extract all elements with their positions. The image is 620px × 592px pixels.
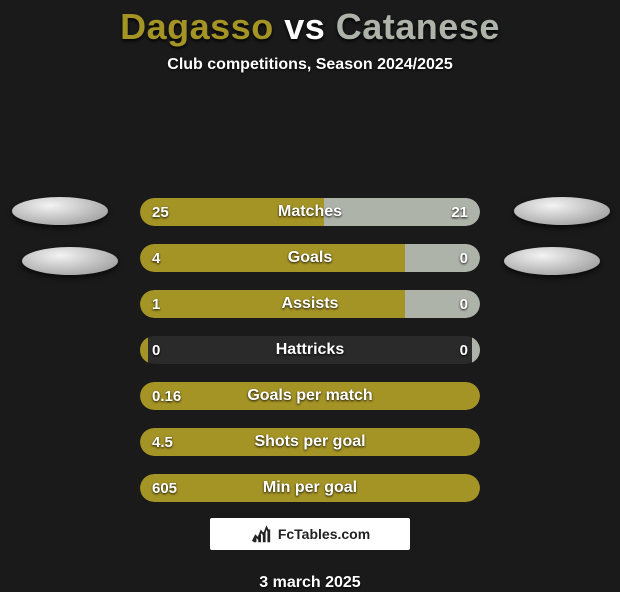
stat-value-left: 1 <box>152 290 160 318</box>
stat-row: Assists1 0 <box>140 290 480 318</box>
stat-rows: Matches2521Goals40Assists10Hattricks00Go… <box>140 198 480 502</box>
stat-value-left: 4 <box>152 244 160 272</box>
subtitle: Club competitions, Season 2024/2025 <box>167 56 452 74</box>
source-badge-text: FcTables.com <box>278 526 370 542</box>
stat-value-left: 4.5 <box>152 428 173 456</box>
stat-label: Goals per match <box>140 382 480 410</box>
stat-row: Hattricks0 0 <box>140 336 480 364</box>
stat-value-left: 0.16 <box>152 382 181 410</box>
stat-label: Hattricks <box>140 336 480 364</box>
stat-value-right: 0 <box>460 244 468 272</box>
date-label: 3 march 2025 <box>0 574 620 592</box>
stat-value-left: 605 <box>152 474 177 502</box>
stat-value-left: 25 <box>152 198 169 226</box>
stat-label: Assists <box>140 290 480 318</box>
stat-row: Matches25 21 <box>140 198 480 226</box>
decorative-oval <box>22 247 118 275</box>
stage: Matches2521Goals40Assists10Hattricks00Go… <box>0 74 620 580</box>
title-player2: Catanese <box>336 6 500 47</box>
title-vs: vs <box>284 6 325 47</box>
stat-row: Goals per match0.16 <box>140 382 480 410</box>
stat-label: Shots per goal <box>140 428 480 456</box>
stat-row: Goals4 0 <box>140 244 480 272</box>
stat-value-right: 0 <box>460 290 468 318</box>
bars-icon <box>250 523 272 545</box>
decorative-oval <box>504 247 600 275</box>
stat-label: Goals <box>140 244 480 272</box>
source-badge: FcTables.com <box>210 518 410 550</box>
stat-row: Shots per goal4.5 <box>140 428 480 456</box>
title-player1: Dagasso <box>120 6 274 47</box>
stat-label: Min per goal <box>140 474 480 502</box>
stat-row: Min per goal605 <box>140 474 480 502</box>
stat-label: Matches <box>140 198 480 226</box>
stat-value-right: 21 <box>451 198 468 226</box>
decorative-oval <box>12 197 108 225</box>
page-title: Dagasso vs Catanese <box>120 6 500 48</box>
stat-value-right: 0 <box>460 336 468 364</box>
stat-value-left: 0 <box>152 336 160 364</box>
decorative-oval <box>514 197 610 225</box>
